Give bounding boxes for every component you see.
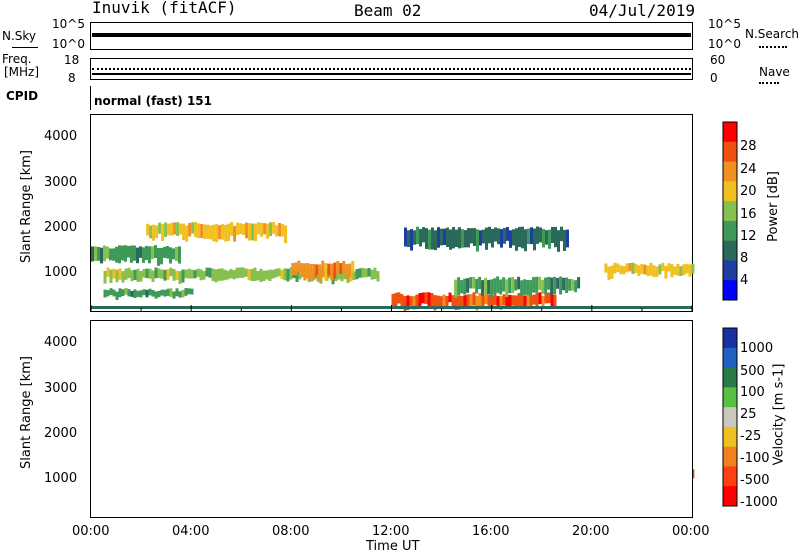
power-ytick-4000: 4000 <box>44 129 78 144</box>
nsky-underline <box>12 47 38 48</box>
xtick-0800: 08:00 <box>272 524 310 539</box>
power-colorbar-segment <box>723 141 737 163</box>
cpid-label: CPID <box>6 89 39 103</box>
power-cb-tick-24: 24 <box>740 162 757 177</box>
freq-label: Freq. <box>2 52 32 66</box>
velocity-colorbar-segment <box>723 407 737 428</box>
freq-trace <box>92 73 691 75</box>
power-ytick-2000: 2000 <box>44 220 78 235</box>
cpid-panel <box>90 86 693 110</box>
power-colorbar-label: Power [dB] <box>765 171 781 242</box>
power-ytick-3000: 3000 <box>44 175 78 190</box>
velocity-colorbar-label: Velocity [m s-1] <box>771 363 787 466</box>
power-colorbar-segment <box>723 161 737 182</box>
xtick-0000: 00:00 <box>72 524 110 539</box>
xtick-0400: 04:00 <box>172 524 210 539</box>
nsearch-label: N.Search <box>745 27 800 41</box>
power-colorbar-segment <box>723 122 737 143</box>
power-panel <box>90 114 693 312</box>
nsearch-tick-top: 10^5 <box>708 17 741 31</box>
xtick-1600: 16:00 <box>472 524 510 539</box>
velocity-cb-tick-m25: -25 <box>740 429 762 444</box>
nave-tick-bottom: 0 <box>710 71 718 85</box>
nave-legend-line <box>759 82 779 84</box>
nsearch-tick-bottom: 10^0 <box>708 37 741 51</box>
power-cb-tick-16: 16 <box>740 207 757 222</box>
velocity-colorbar-segment <box>723 486 737 507</box>
velocity-cb-tick-m100: -100 <box>740 451 770 466</box>
velocity-colorbar-segment <box>723 347 737 369</box>
power-colorbar-frame <box>722 121 738 301</box>
power-colorbar-segment <box>723 181 737 202</box>
velocity-cb-tick-m500: -500 <box>740 473 770 488</box>
xtick-1200: 12:00 <box>372 524 410 539</box>
nsearch-legend-line <box>759 46 787 48</box>
freq-tick-bottom: 8 <box>68 71 76 85</box>
cpid-text: normal (fast) 151 <box>94 94 212 108</box>
velocity-colorbar-segment <box>723 367 737 388</box>
velocity-colorbar-segment <box>723 387 737 408</box>
velocity-colorbar-segment <box>723 426 737 448</box>
velocity-ytick-1000: 1000 <box>44 471 78 486</box>
power-cb-tick-28: 28 <box>740 139 757 154</box>
velocity-colorbar-segment <box>723 328 737 349</box>
velocity-colorbar-segment <box>723 446 737 467</box>
beam-title: Beam 02 <box>354 1 422 20</box>
nave-tick-top: 60 <box>710 53 726 67</box>
velocity-ytick-2000: 2000 <box>44 426 78 441</box>
velocity-ytick-4000: 4000 <box>44 335 78 350</box>
velocity-panel <box>90 320 693 518</box>
power-cb-tick-20: 20 <box>740 184 757 199</box>
power-colorbar-segment <box>723 201 737 222</box>
power-ytick-1000: 1000 <box>44 265 78 280</box>
nave-trace <box>92 68 691 70</box>
nsky-tick-bottom: 10^0 <box>52 37 85 51</box>
power-colorbar-segment <box>723 220 737 242</box>
nave-label: Nave <box>759 65 790 79</box>
xtick-2000: 20:00 <box>572 524 610 539</box>
nsky-tick-top: 10^5 <box>52 17 85 31</box>
noise-sky-trace <box>92 33 691 37</box>
station-title: Inuvik (fitACF) <box>92 0 237 17</box>
velocity-cb-tick-100: 100 <box>740 385 765 400</box>
velocity-cb-tick-m1000: -1000 <box>740 495 778 510</box>
freq-tick-top: 18 <box>64 53 80 67</box>
velocity-colorbar-segment <box>723 466 737 487</box>
power-ylabel: Slant Range [km] <box>18 150 34 263</box>
velocity-ytick-3000: 3000 <box>44 381 78 396</box>
power-colorbar-segment <box>723 280 737 301</box>
xaxis-label: Time UT <box>366 539 420 554</box>
velocity-cb-tick-1000: 1000 <box>740 341 774 356</box>
date-title: 04/Jul/2019 <box>589 1 695 20</box>
power-cb-tick-4: 4 <box>740 273 749 288</box>
xtick-2400: 00:00 <box>672 524 710 539</box>
velocity-ylabel: Slant Range [km] <box>18 356 34 469</box>
power-cb-tick-12: 12 <box>740 229 757 244</box>
power-colorbar-segment <box>723 260 737 281</box>
velocity-cb-tick-25: 25 <box>740 407 757 422</box>
power-cb-tick-8: 8 <box>740 251 749 266</box>
velocity-colorbar-frame <box>722 327 738 507</box>
power-colorbar-segment <box>723 240 737 261</box>
nsky-label: N.Sky <box>2 29 37 43</box>
freq-unit: [MHz] <box>4 65 40 79</box>
velocity-cb-tick-500: 500 <box>740 364 765 379</box>
